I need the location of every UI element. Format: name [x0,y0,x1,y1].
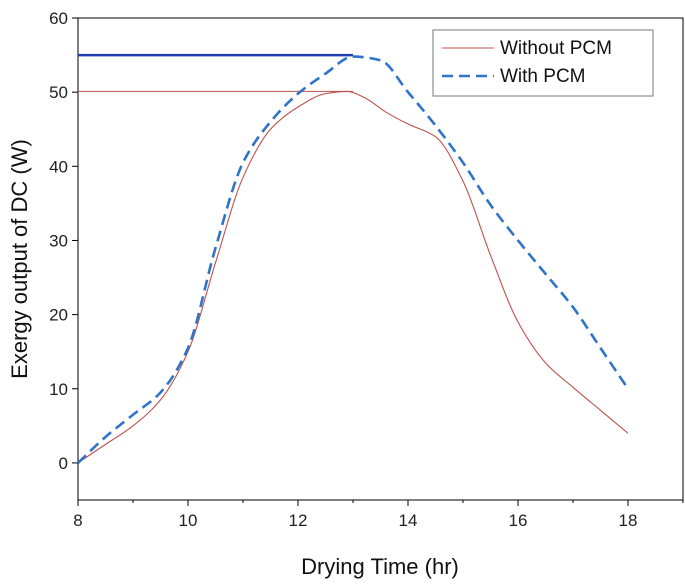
series-line-without-pcm [77,90,629,464]
reference-lines [78,53,353,92]
y-tick-label-10: 10 [49,380,68,399]
legend-box [432,29,654,97]
series-layer [77,55,630,464]
legend: Without PCM With PCM [432,29,654,97]
y-tick-label-40: 40 [49,157,68,176]
y-axis-title: Exergy output of DC (W) [7,139,32,379]
x-tick-label-14: 14 [399,511,418,530]
x-tick-label-10: 10 [179,511,198,530]
legend-label-without-pcm: Without PCM [500,38,612,59]
y-tick-label-0: 0 [59,454,68,473]
x-tick-label-18: 18 [619,511,638,530]
y-tick-label-60: 60 [49,9,68,28]
series-line-with-pcm [77,55,630,464]
x-axis-title: Drying Time (hr) [301,554,459,579]
legend-label-with-pcm: With PCM [500,66,586,87]
tick-layer: 0 10 20 30 40 50 60 8 10 12 14 16 18 [49,9,684,530]
x-tick-label-12: 12 [289,511,308,530]
x-tick-label-16: 16 [509,511,528,530]
plot-frame [77,17,684,501]
y-tick-label-30: 30 [49,231,68,250]
x-tick-label-8: 8 [73,511,82,530]
y-tick-label-20: 20 [49,306,68,325]
y-tick-label-50: 50 [49,83,68,102]
